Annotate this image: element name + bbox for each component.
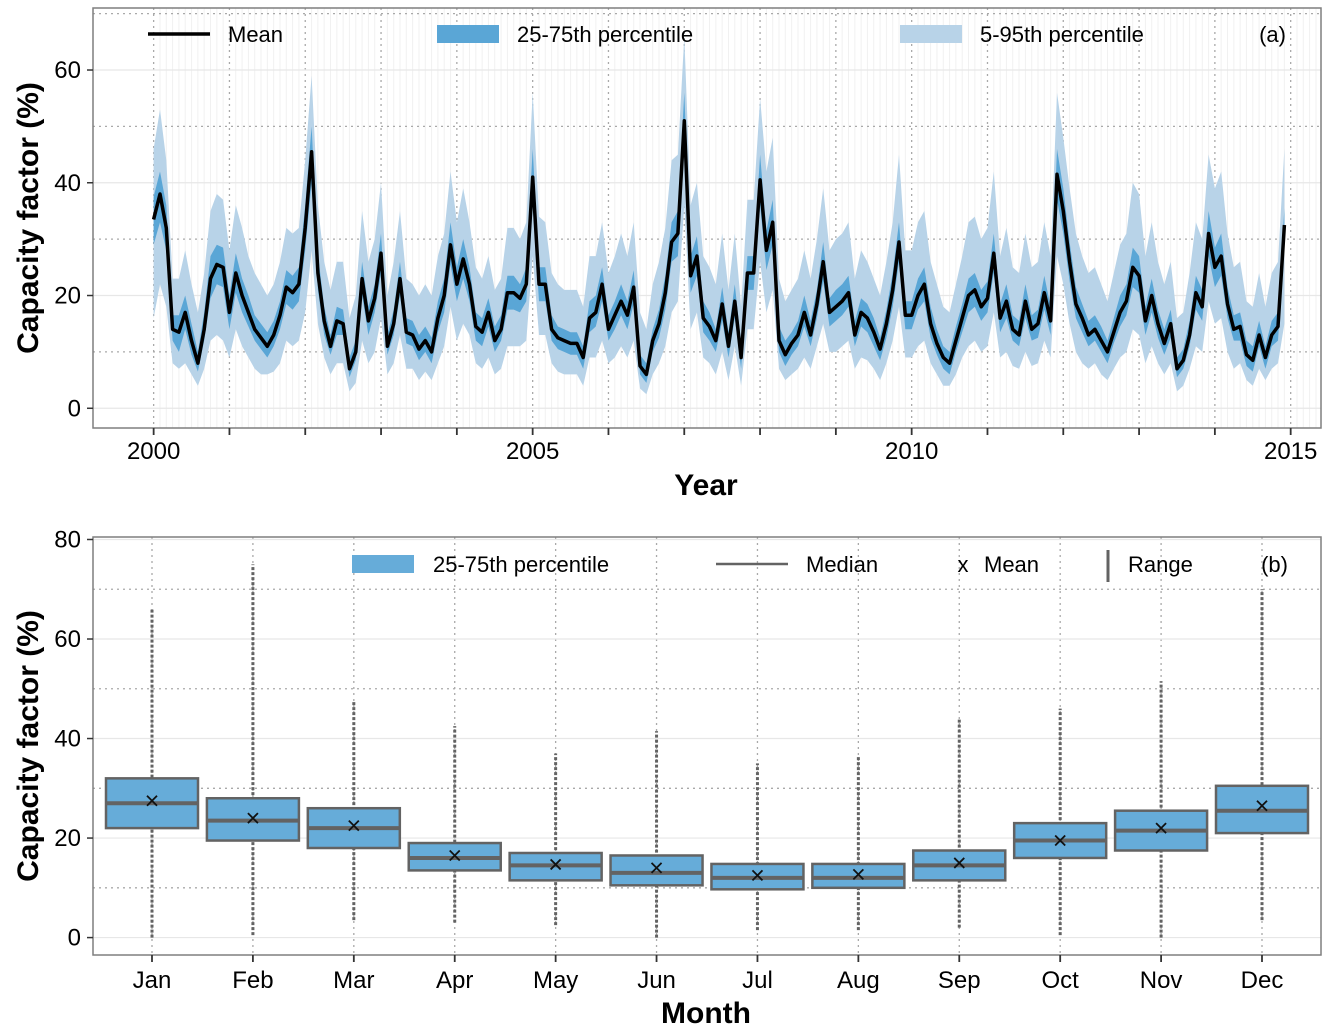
mean-line — [151, 119, 1287, 377]
mean-marker — [348, 819, 360, 832]
box-oct — [1012, 708, 1108, 936]
mean-marker — [449, 849, 461, 862]
mean-marker — [549, 858, 562, 871]
y-tick-label: 20 — [54, 825, 81, 852]
y-tick-label: 40 — [54, 726, 81, 753]
x-tick-label: May — [533, 967, 578, 994]
box-mar — [306, 701, 402, 921]
legend-range-label: Range — [1128, 552, 1193, 577]
x-tick-label: Mar — [333, 967, 374, 994]
y-tick-label: 60 — [54, 626, 81, 653]
mean-marker — [751, 869, 764, 882]
mean-marker — [650, 862, 663, 874]
panel-b-frame — [92, 536, 1322, 956]
mean-marker — [1256, 800, 1268, 812]
box-aug — [811, 755, 906, 931]
panel-a-x-ticks: 2000 2005 2010 2015 — [127, 428, 1317, 465]
box-feb — [205, 564, 301, 936]
mean-marker — [146, 795, 158, 807]
box-may — [508, 753, 603, 926]
box-sep — [912, 718, 1007, 928]
panel-a-y-axis-title: Capacity factor (%) — [12, 82, 45, 354]
panel-b-boxes — [104, 564, 1310, 938]
x-tick-label: 2000 — [127, 438, 180, 465]
x-tick-label: Oct — [1042, 967, 1080, 994]
x-tick-label: Jun — [637, 967, 676, 994]
box-jun — [609, 731, 704, 938]
x-tick-label: 2015 — [1264, 438, 1317, 465]
box-jul — [710, 763, 805, 931]
x-tick-label: 2005 — [506, 438, 559, 465]
x-tick-label: Apr — [436, 967, 473, 994]
x-tick-label: Nov — [1140, 967, 1183, 994]
panel-b-x-ticks: Jan Feb Mar Apr May Jun Jul Aug Sep Oct Nov Dec — [133, 955, 1284, 994]
panel-a-frame — [92, 7, 1322, 429]
panel-a-tag: (a) — [1259, 22, 1286, 47]
legend-box-key — [352, 555, 414, 573]
panel-a-legend: Mean 25-75th percentile 5-95th percentil… — [148, 22, 1286, 47]
mean-marker — [953, 857, 965, 869]
y-tick-label: 0 — [68, 925, 81, 952]
box-dec — [1214, 589, 1310, 921]
x-tick-label: Jul — [742, 967, 773, 994]
legend-p5-95-label: 5-95th percentile — [980, 22, 1144, 47]
panel-b-plot-area — [93, 537, 1321, 955]
panel-b-legend: 25-75th percentile Median x Mean Range (… — [352, 550, 1288, 582]
y-tick-label: 40 — [54, 170, 81, 197]
x-tick-label: Jan — [133, 967, 172, 994]
panel-b-y-axis-title: Capacity factor (%) — [12, 610, 45, 882]
panel-b-y-ticks: 0 20 40 60 80 — [54, 526, 93, 952]
y-tick-label: 0 — [68, 395, 81, 422]
legend-iqr-key — [437, 25, 499, 43]
mean-marker — [1155, 822, 1167, 834]
y-tick-label: 20 — [54, 283, 81, 310]
box-apr — [407, 726, 502, 923]
panel-b: 0 20 40 60 80 Jan Feb Mar Apr May Jun Jul Aug Sep Oct… — [12, 526, 1322, 1027]
panel-b-tag: (b) — [1261, 552, 1288, 577]
panel-a-y-ticks: 0 20 40 60 — [54, 57, 93, 422]
panel-a: 0 20 40 60 2000 2005 2010 2015 Mean 25-75th pe… — [12, 7, 1322, 502]
mean-marker — [247, 812, 259, 824]
legend-box-mean-label: Mean — [984, 552, 1039, 577]
mean-marker — [852, 868, 865, 881]
iqr-box — [609, 854, 704, 887]
panel-a-x-axis-title: Year — [674, 469, 738, 502]
mean-marker — [1054, 834, 1066, 847]
x-tick-label: Feb — [232, 967, 273, 994]
x-tick-label: 2010 — [885, 438, 938, 465]
legend-iqr-label: 25-75th percentile — [517, 22, 693, 47]
legend-mean-label: Mean — [228, 22, 283, 47]
legend-box-label: 25-75th percentile — [433, 552, 609, 577]
panel-b-x-axis-title: Month — [661, 997, 751, 1027]
box-jan — [104, 609, 200, 938]
panel-a-mean-line-group — [151, 119, 1287, 377]
x-tick-label: Sep — [938, 967, 981, 994]
legend-p5-95-key — [900, 25, 962, 43]
y-tick-label: 80 — [54, 526, 81, 553]
x-tick-label: Dec — [1241, 967, 1284, 994]
x-tick-label: Aug — [837, 967, 880, 994]
y-tick-label: 60 — [54, 57, 81, 84]
legend-mean-marker: x — [958, 552, 969, 577]
box-nov — [1113, 681, 1209, 938]
legend-median-label: Median — [806, 552, 878, 577]
